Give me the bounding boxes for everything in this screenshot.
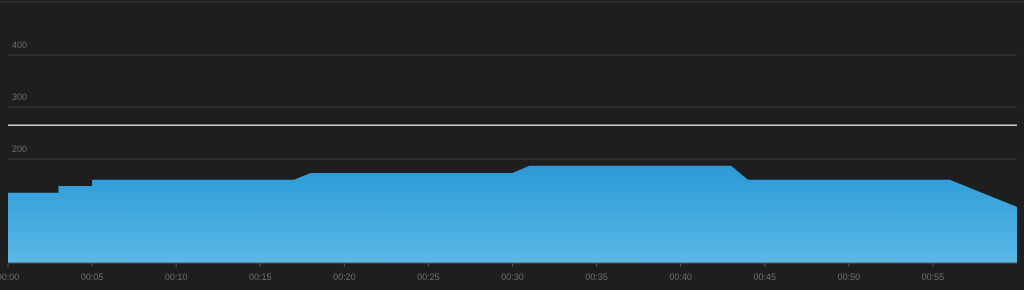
area bbox=[8, 165, 1017, 263]
y-tick-label: 200 bbox=[12, 144, 27, 154]
x-tick-label: 00:50 bbox=[838, 272, 861, 282]
x-tick-label: 00:00 bbox=[0, 272, 19, 282]
x-tick-label: 00:30 bbox=[501, 272, 524, 282]
x-tick-label: 00:25 bbox=[417, 272, 440, 282]
y-tick-label: 400 bbox=[12, 40, 27, 50]
x-tick-label: 00:05 bbox=[81, 272, 104, 282]
x-tick-label: 00:55 bbox=[922, 272, 945, 282]
x-tick-label: 00:45 bbox=[753, 272, 776, 282]
x-tick-label: 00:35 bbox=[585, 272, 608, 282]
x-tick-label: 00:10 bbox=[165, 272, 188, 282]
x-tick-label: 00:15 bbox=[249, 272, 272, 282]
x-tick-label: 00:20 bbox=[333, 272, 356, 282]
y-tick-label: 300 bbox=[12, 92, 27, 102]
x-tick-label: 00:40 bbox=[669, 272, 692, 282]
